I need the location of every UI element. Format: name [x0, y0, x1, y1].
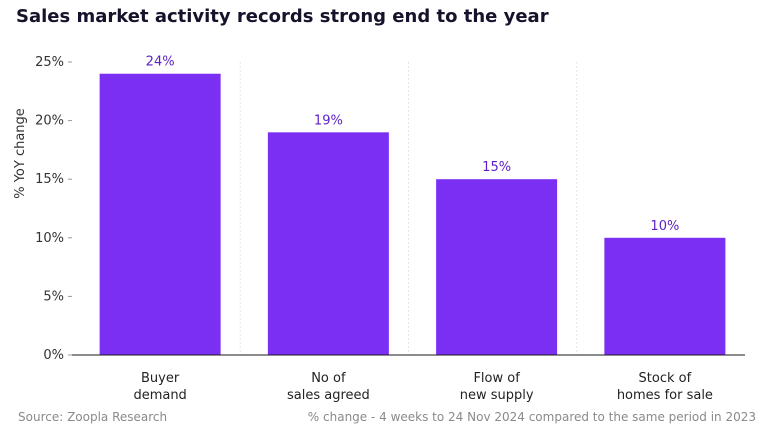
y-tick-label: 0%	[43, 348, 64, 363]
bar	[604, 237, 726, 355]
bar-value-label: 10%	[650, 219, 679, 234]
x-tick-label: Stock of homes for sale	[617, 371, 713, 403]
y-tick-label: 25%	[35, 55, 64, 70]
y-tick-label: 15%	[35, 172, 64, 187]
y-axis-label: % YoY change	[13, 108, 28, 199]
chart-title: Sales market activity records strong end…	[16, 6, 549, 27]
bar	[99, 73, 221, 355]
x-tick-label: Buyer demand	[133, 371, 186, 403]
x-tick-label: No of sales agreed	[287, 371, 370, 403]
bar-value-label: 19%	[314, 113, 343, 128]
y-tick-label: 5%	[43, 289, 64, 304]
bar	[267, 132, 389, 355]
source-note: Source: Zoopla Research	[18, 410, 168, 424]
bar	[436, 179, 558, 355]
y-tick-label: 10%	[35, 231, 64, 246]
y-tick-label: 20%	[35, 114, 64, 129]
period-note: % change - 4 weeks to 24 Nov 2024 compar…	[307, 410, 756, 424]
bar-value-label: 24%	[146, 55, 175, 70]
x-tick-label: Flow of new supply	[460, 371, 534, 403]
bar-value-label: 15%	[482, 160, 511, 175]
